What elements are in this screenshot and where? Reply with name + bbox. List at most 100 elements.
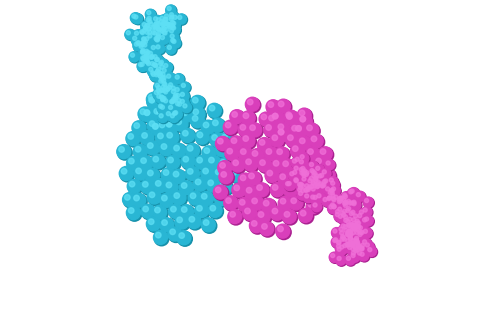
- Circle shape: [301, 188, 305, 193]
- Circle shape: [342, 236, 352, 247]
- Circle shape: [311, 180, 315, 185]
- Circle shape: [137, 41, 141, 45]
- Circle shape: [128, 158, 134, 164]
- Circle shape: [306, 186, 310, 190]
- Circle shape: [307, 178, 318, 189]
- Circle shape: [278, 129, 284, 135]
- Circle shape: [322, 169, 332, 180]
- Circle shape: [149, 60, 159, 70]
- Circle shape: [144, 26, 148, 30]
- Circle shape: [228, 209, 242, 223]
- Circle shape: [170, 20, 181, 31]
- Circle shape: [314, 184, 325, 194]
- Circle shape: [299, 182, 310, 192]
- Circle shape: [314, 188, 320, 194]
- Circle shape: [229, 168, 243, 182]
- Circle shape: [153, 62, 164, 73]
- Circle shape: [128, 180, 142, 195]
- Circle shape: [356, 193, 360, 197]
- Circle shape: [238, 123, 252, 137]
- Circle shape: [294, 124, 308, 138]
- Circle shape: [171, 38, 181, 49]
- Circle shape: [291, 145, 306, 159]
- Circle shape: [157, 73, 167, 83]
- Circle shape: [160, 95, 164, 99]
- Circle shape: [355, 223, 366, 233]
- Circle shape: [272, 208, 278, 214]
- Circle shape: [336, 243, 346, 254]
- Circle shape: [200, 191, 213, 205]
- Circle shape: [350, 211, 354, 216]
- Circle shape: [149, 69, 160, 79]
- Circle shape: [140, 31, 144, 35]
- Circle shape: [298, 182, 308, 192]
- Circle shape: [155, 84, 165, 94]
- Circle shape: [296, 186, 306, 196]
- Circle shape: [312, 182, 322, 192]
- Circle shape: [152, 62, 162, 72]
- Circle shape: [169, 99, 179, 109]
- Circle shape: [357, 224, 367, 234]
- Circle shape: [224, 196, 239, 211]
- Circle shape: [248, 172, 262, 187]
- Circle shape: [152, 107, 168, 122]
- Circle shape: [271, 112, 286, 127]
- Circle shape: [167, 24, 171, 28]
- Circle shape: [165, 86, 175, 97]
- Circle shape: [152, 30, 156, 34]
- Circle shape: [146, 32, 156, 43]
- Circle shape: [348, 188, 358, 198]
- Circle shape: [146, 93, 160, 106]
- Circle shape: [163, 16, 174, 27]
- Circle shape: [152, 205, 166, 219]
- Circle shape: [144, 52, 154, 63]
- Circle shape: [159, 114, 163, 118]
- Circle shape: [310, 168, 320, 179]
- Circle shape: [300, 160, 304, 164]
- Circle shape: [174, 87, 185, 97]
- Circle shape: [356, 247, 360, 252]
- Circle shape: [152, 16, 164, 27]
- Circle shape: [347, 235, 357, 245]
- Circle shape: [166, 121, 172, 127]
- Circle shape: [166, 23, 177, 34]
- Circle shape: [314, 176, 318, 180]
- Circle shape: [350, 209, 360, 219]
- Circle shape: [338, 198, 348, 208]
- Circle shape: [310, 185, 314, 189]
- Circle shape: [328, 177, 339, 188]
- Circle shape: [294, 124, 308, 138]
- Circle shape: [290, 124, 305, 139]
- Circle shape: [188, 169, 193, 174]
- Circle shape: [170, 20, 174, 24]
- Circle shape: [267, 101, 281, 115]
- Circle shape: [156, 33, 166, 43]
- Circle shape: [343, 243, 347, 247]
- Circle shape: [180, 205, 195, 220]
- Circle shape: [352, 213, 364, 224]
- Circle shape: [216, 137, 231, 152]
- Circle shape: [340, 196, 344, 200]
- Circle shape: [157, 28, 161, 32]
- Circle shape: [321, 168, 331, 179]
- Circle shape: [309, 134, 323, 148]
- Circle shape: [166, 44, 176, 54]
- Circle shape: [188, 146, 193, 151]
- Circle shape: [165, 110, 175, 120]
- Circle shape: [169, 33, 180, 44]
- Circle shape: [144, 58, 155, 69]
- Circle shape: [168, 16, 179, 27]
- Circle shape: [348, 211, 359, 221]
- Circle shape: [202, 193, 207, 199]
- Circle shape: [162, 27, 166, 31]
- Circle shape: [148, 50, 158, 61]
- Circle shape: [145, 59, 149, 63]
- Circle shape: [346, 242, 356, 253]
- Circle shape: [353, 222, 363, 232]
- Circle shape: [165, 120, 180, 135]
- Circle shape: [164, 120, 178, 133]
- Circle shape: [298, 158, 308, 169]
- Circle shape: [142, 53, 152, 63]
- Circle shape: [174, 97, 180, 103]
- Circle shape: [158, 112, 168, 123]
